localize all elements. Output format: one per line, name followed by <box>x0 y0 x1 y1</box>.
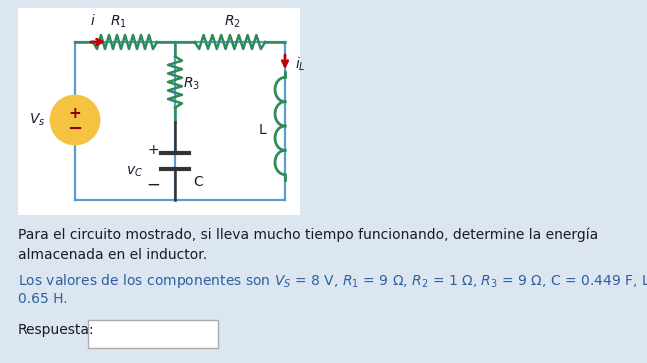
Text: $v_C$: $v_C$ <box>126 165 143 179</box>
Text: +: + <box>147 143 159 157</box>
Text: C: C <box>193 175 203 189</box>
Text: $V_s$: $V_s$ <box>29 112 45 128</box>
Text: $R_2$: $R_2$ <box>224 13 241 30</box>
Text: $R_1$: $R_1$ <box>109 13 126 30</box>
Text: 0.65 H.: 0.65 H. <box>18 292 68 306</box>
Text: −: − <box>146 176 160 194</box>
Text: +: + <box>69 106 82 121</box>
FancyBboxPatch shape <box>88 320 218 348</box>
Text: L: L <box>259 123 267 137</box>
Circle shape <box>51 96 99 144</box>
Text: −: − <box>67 120 83 138</box>
Text: $R_3$: $R_3$ <box>183 76 200 92</box>
Text: Los valores de los componentes son $V_S$ = 8 V, $R_1$ = 9 Ω, $R_2$ = 1 Ω, $R_3$ : Los valores de los componentes son $V_S$… <box>18 272 647 290</box>
Text: Para el circuito mostrado, si lleva mucho tiempo funcionando, determine la energ: Para el circuito mostrado, si lleva much… <box>18 228 598 242</box>
Text: $i$: $i$ <box>90 13 96 28</box>
Text: $i_L$: $i_L$ <box>295 55 305 73</box>
Text: almacenada en el inductor.: almacenada en el inductor. <box>18 248 207 262</box>
FancyBboxPatch shape <box>18 8 300 215</box>
Text: Respuesta:: Respuesta: <box>18 323 94 337</box>
